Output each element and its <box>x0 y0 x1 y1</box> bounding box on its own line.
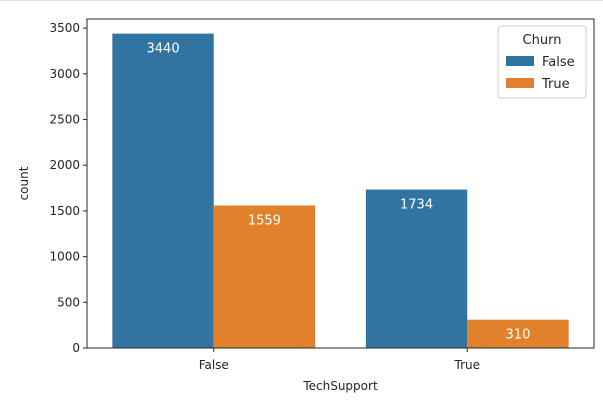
y-tick-label: 2000 <box>49 158 80 172</box>
y-axis-label: count <box>17 166 31 200</box>
y-axis-ticks: 0 500 1000 1500 2000 2500 3000 3500 <box>49 21 87 355</box>
y-tick-label: 0 <box>72 341 80 355</box>
legend-title: Churn <box>523 33 562 48</box>
bar-true-false <box>365 189 468 348</box>
bar-label-true-true: 310 <box>506 328 531 343</box>
y-tick-label: 500 <box>57 295 80 309</box>
y-tick-label: 1000 <box>49 250 80 264</box>
legend-label-true: True <box>541 77 570 92</box>
legend-swatch-true <box>506 78 534 88</box>
y-tick-label: 1500 <box>49 204 80 218</box>
bar-label-false-false: 3440 <box>147 42 180 57</box>
bar-false-false <box>112 33 214 348</box>
plot-frame <box>86 18 595 349</box>
legend: Churn False True <box>497 25 587 99</box>
bar-label-true-false: 1734 <box>400 198 433 213</box>
x-tick-label: False <box>199 358 229 372</box>
y-tick-label: 2500 <box>49 113 80 127</box>
bar-label-false-true: 1559 <box>248 214 281 229</box>
top-divider <box>0 0 603 1</box>
x-axis-label: TechSupport <box>302 379 378 393</box>
legend-swatch-false <box>506 56 534 66</box>
bar-true-true <box>467 319 569 348</box>
y-tick-label: 3500 <box>49 21 80 35</box>
x-tick-label: True <box>454 358 481 372</box>
bar-false-true <box>213 205 316 348</box>
bar-labels-group: 3440 1559 1734 310 <box>147 42 531 343</box>
bars-group <box>112 33 569 348</box>
y-tick-label: 3000 <box>49 67 80 81</box>
legend-label-false: False <box>542 55 575 70</box>
legend-items: False True <box>506 55 575 92</box>
x-axis-ticks: False True <box>199 348 480 372</box>
